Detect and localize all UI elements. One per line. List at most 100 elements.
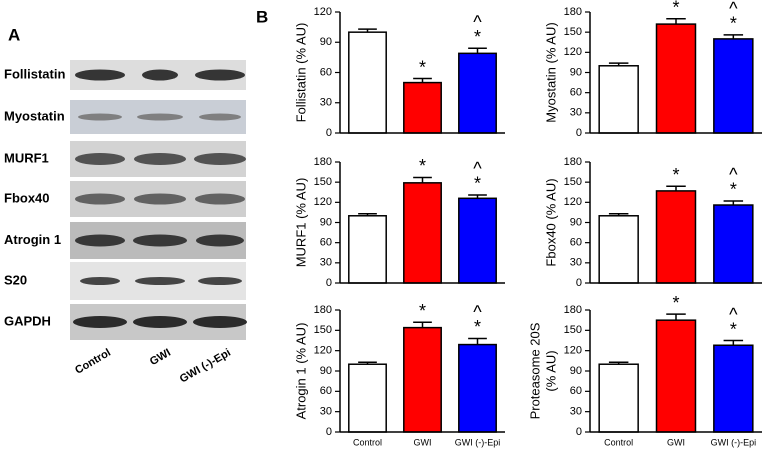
bar: [598, 363, 639, 433]
y-tick-label: 120: [314, 196, 332, 208]
panel-label: B: [256, 7, 268, 26]
significance-marker: *: [730, 14, 737, 34]
blot-band: [75, 153, 125, 165]
blot-band: [195, 193, 245, 205]
y-axis-label: MURF1 (% AU): [293, 178, 308, 268]
y-tick-label: 60: [320, 237, 332, 249]
y-tick-label: 120: [564, 345, 582, 357]
y-tick-label: 30: [320, 97, 332, 109]
y-tick-label: 180: [564, 304, 582, 316]
blot-band: [133, 234, 187, 247]
significance-marker: *: [672, 0, 679, 17]
y-tick-label: 150: [314, 176, 332, 188]
significance-marker: *: [474, 174, 481, 194]
y-tick-label: 90: [570, 365, 582, 377]
blot-row-label: Follistatin: [4, 66, 65, 81]
blot-band: [199, 113, 241, 121]
y-tick-label: 180: [314, 304, 332, 316]
blot-band: [135, 277, 185, 285]
bar: [403, 326, 442, 433]
bar: [403, 81, 442, 134]
y-tick-label: 0: [576, 127, 582, 139]
y-tick-label: 30: [570, 257, 582, 269]
blot-band: [193, 316, 247, 328]
y-tick-label: 0: [326, 277, 332, 289]
significance-marker: *: [672, 293, 679, 313]
blot-row-label: Myostatin: [4, 108, 65, 123]
y-tick-label: 120: [564, 46, 582, 58]
y-tick-label: 60: [570, 87, 582, 99]
y-tick-label: 90: [320, 365, 332, 377]
y-tick-label: 120: [314, 6, 332, 18]
x-tick-label: GWI: [667, 437, 685, 447]
y-tick-label: 60: [570, 237, 582, 249]
y-axis-label: Atrogin 1 (% AU): [293, 323, 308, 420]
blot-row-label: S20: [4, 272, 27, 287]
y-tick-label: 30: [570, 406, 582, 418]
bar: [713, 344, 754, 433]
y-tick-label: 150: [314, 324, 332, 336]
blot-band: [75, 69, 125, 81]
lane-label: GWI: [148, 347, 173, 368]
bar: [713, 204, 754, 284]
y-tick-label: 90: [320, 216, 332, 228]
blot-row-label: MURF1: [4, 150, 49, 165]
bar: [403, 182, 442, 284]
blot-band: [78, 113, 122, 121]
y-tick-label: 180: [564, 6, 582, 18]
y-tick-label: 30: [570, 107, 582, 119]
bar: [655, 319, 697, 433]
y-axis-label: Myostatin (% AU): [543, 22, 558, 122]
y-tick-label: 60: [320, 66, 332, 78]
blot-band: [137, 113, 183, 121]
bar: [655, 190, 697, 284]
significance-marker: ^: [729, 165, 738, 185]
y-tick-label: 120: [564, 196, 582, 208]
y-tick-label: 0: [576, 426, 582, 438]
bar: [458, 52, 497, 134]
blot-band: [196, 234, 244, 247]
blot-row-label: Atrogin 1: [4, 232, 61, 247]
bar: [458, 197, 497, 284]
blot-band: [75, 193, 125, 205]
significance-marker: *: [419, 156, 426, 176]
significance-marker: *: [672, 165, 679, 185]
blot-band: [75, 234, 125, 247]
significance-marker: ^: [729, 0, 738, 19]
y-tick-label: 180: [564, 156, 582, 168]
y-tick-label: 120: [314, 345, 332, 357]
y-tick-label: 60: [570, 385, 582, 397]
blot-band: [198, 277, 242, 285]
y-tick-label: 150: [564, 26, 582, 38]
y-axis-label: Fbox40 (% AU): [543, 178, 558, 266]
significance-marker: *: [474, 317, 481, 337]
y-tick-label: 90: [570, 66, 582, 78]
blot-band: [80, 277, 120, 285]
blot-band: [134, 193, 186, 205]
y-tick-label: 150: [564, 324, 582, 336]
y-tick-label: 0: [326, 127, 332, 139]
significance-marker: ^: [473, 12, 482, 32]
bar: [598, 215, 639, 284]
y-tick-label: 30: [320, 257, 332, 269]
x-tick-label: Control: [604, 437, 633, 447]
bar: [655, 23, 697, 134]
significance-marker: ^: [729, 304, 738, 324]
blot-row-label: GAPDH: [4, 313, 51, 328]
y-tick-label: 0: [576, 277, 582, 289]
panel-label: A: [8, 25, 20, 44]
significance-marker: ^: [473, 159, 482, 179]
lane-label: Control: [73, 347, 113, 377]
significance-marker: *: [730, 319, 737, 339]
x-tick-label: GWI (-)-Epi: [711, 437, 757, 447]
x-tick-label: Control: [353, 437, 382, 447]
blot-band: [73, 316, 127, 328]
significance-marker: ^: [473, 302, 482, 322]
bar: [348, 31, 387, 134]
bar: [598, 65, 639, 134]
y-axis-label: (% AU): [543, 350, 558, 391]
y-tick-label: 0: [326, 426, 332, 438]
bar: [348, 215, 387, 284]
x-tick-label: GWI: [414, 437, 432, 447]
